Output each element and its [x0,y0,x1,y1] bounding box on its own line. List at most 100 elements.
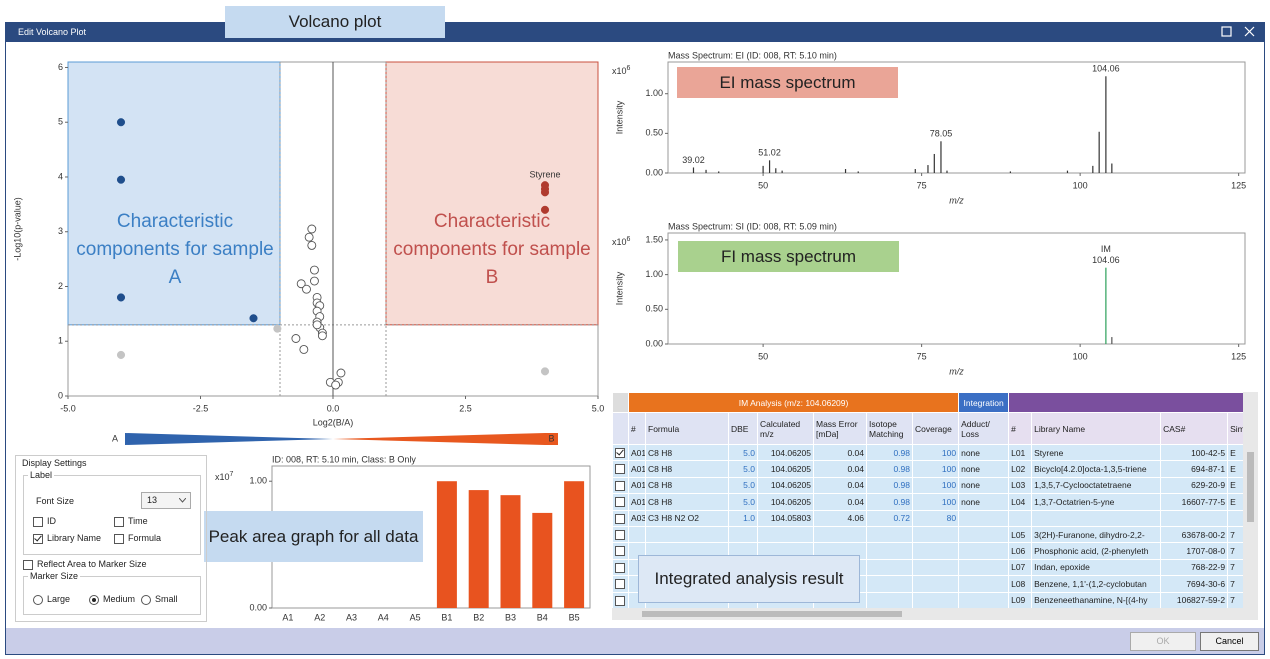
callout: EI mass spectrum [677,67,898,98]
checkbox-row[interactable]: Time [114,516,148,527]
checkbox [114,533,124,544]
callout: FI mass spectrum [678,241,899,272]
x-tick-label: A1 [282,612,293,622]
checkbox-label: Formula [128,533,162,543]
y-tick-label: 3 [58,226,63,236]
callout: Volcano plot [225,6,445,38]
scroll-thumb[interactable] [642,611,902,617]
table-row[interactable]: A03 C3 H8 N2 O2 1.0 104.05803 4.06 0.72 80 [612,509,1243,527]
table-cell [866,575,913,593]
row-checkbox-cell [612,443,629,462]
dropdown-arrow [179,498,186,503]
point [302,284,311,294]
maximize-button[interactable] [1221,26,1232,37]
table-cell: 7 [1227,591,1243,608]
table-row[interactable]: A01 C8 H8 5.0 104.06205 0.04 0.98 100 none L03 1,… [612,476,1243,495]
checkbox [33,516,43,527]
table-cell: none [958,493,1010,511]
table-row[interactable]: L05 3(2H)-Furanone, dihydro-2,2- 63678-00-… [612,525,1243,544]
x-tick-label: 100 [1073,351,1088,361]
table-cell: 0.98 [866,476,913,495]
table-row[interactable]: A01 C8 H8 5.0 104.06205 0.04 0.98 100 none L04 1,… [612,493,1243,511]
x-tick-label: -5.0 [60,403,76,413]
scroll-thumb[interactable] [1247,452,1254,522]
horizontal-scrollbar[interactable] [612,608,1258,620]
checkbox-label: Time [128,516,148,526]
table-cell: C3 H8 N2 O2 [645,509,729,527]
table-cell: 7694-30-6 [1160,575,1229,593]
gradient-end [545,433,558,445]
table-cell: Indan, epoxide [1031,558,1162,577]
table-cell [1227,509,1243,527]
peak-label: 104.06 [1092,255,1120,265]
table-cell: 100-42-5 [1160,443,1229,462]
table-row[interactable]: A01 C8 H8 5.0 104.06205 0.04 0.98 100 none L01 St… [612,443,1243,462]
table-cell: 63678-00-2 [1160,525,1229,544]
table-cell: 0.72 [866,509,913,527]
table-cell: A03 [628,509,646,527]
radio-row[interactable]: Medium [89,594,135,605]
radio [141,594,151,605]
table-cell [866,591,913,608]
radio [89,594,99,605]
x-tick-label: A5 [410,612,421,622]
table-cell: Benzene, 1,1'-(1,2-cyclobutan [1031,575,1162,593]
table-cell: 0.98 [866,443,913,462]
x-tick-label: 75 [917,351,927,361]
ok-button[interactable]: OK [1130,632,1196,651]
x-tick-label: 2.5 [459,403,472,413]
header-cell [612,392,629,413]
row-checkbox-cell [612,460,629,478]
table-row[interactable]: A01 C8 H8 5.0 104.06205 0.04 0.98 100 none L02 Bi… [612,460,1243,478]
table-cell: 1,3,5,7-Cyclooctatetraene [1031,476,1162,495]
point [540,205,550,214]
vertical-scrollbar[interactable] [1243,392,1258,608]
point [116,293,126,302]
table-cell: E [1227,443,1243,462]
point [116,175,126,184]
table-cell: none [958,460,1010,478]
plot-frame [667,232,1246,345]
point [307,240,317,250]
y-tick-label: 1.50 [645,234,663,244]
radio-row[interactable]: Small [141,594,178,605]
column-header: Library Name [1031,412,1162,445]
table-cell: L08 [1008,575,1033,593]
radio-row[interactable]: Large [33,594,70,605]
row-checkbox-cell [612,525,629,544]
x-tick-label: B1 [441,612,452,622]
checkbox [615,480,625,491]
close-button[interactable] [1244,26,1255,37]
table-cell [813,525,867,544]
region-label-a: Characteristic components for sample A [76,211,274,288]
checkbox-row[interactable]: ID [33,516,56,527]
font-size-dropdown[interactable]: 13 [141,492,191,509]
bar [564,481,585,608]
column-header: Calculated m/z [757,412,814,445]
point [116,118,126,127]
cancel-button[interactable]: Cancel [1200,632,1259,651]
checkbox [23,559,33,570]
checkbox [615,464,625,475]
checkbox-row[interactable]: Library Name [33,533,101,544]
column-header: Adduct/ Loss [958,412,1010,445]
peak-label: 51.02 [758,148,781,158]
multiplier-base: x10 [612,66,627,76]
table-cell: 7 [1227,575,1243,593]
table-cell [911,525,960,544]
chart-title: Mass Spectrum: EI (ID: 008, RT: 5.10 min… [668,50,837,60]
group-title: Marker Size [28,571,81,581]
column-header-row: # Formula DBE Calculated m/z Mass Error [mDa… [612,412,1243,445]
checkbox [33,533,43,544]
axis-multiplier: x106 [612,65,631,77]
field-label: Font Size [36,496,75,506]
table-cell: A01 [628,443,646,462]
table-cell [866,558,913,577]
table-cell: 104.06205 [757,493,814,511]
table-cell: L05 [1008,525,1033,544]
x-axis-title: Log2(B/A) [313,417,354,427]
x-tick-label: 50 [758,351,768,361]
checkbox-row[interactable]: Reflect Area to Marker Size [23,559,147,570]
column-header: DBE [728,412,758,445]
checkbox-row[interactable]: Formula [114,533,161,544]
